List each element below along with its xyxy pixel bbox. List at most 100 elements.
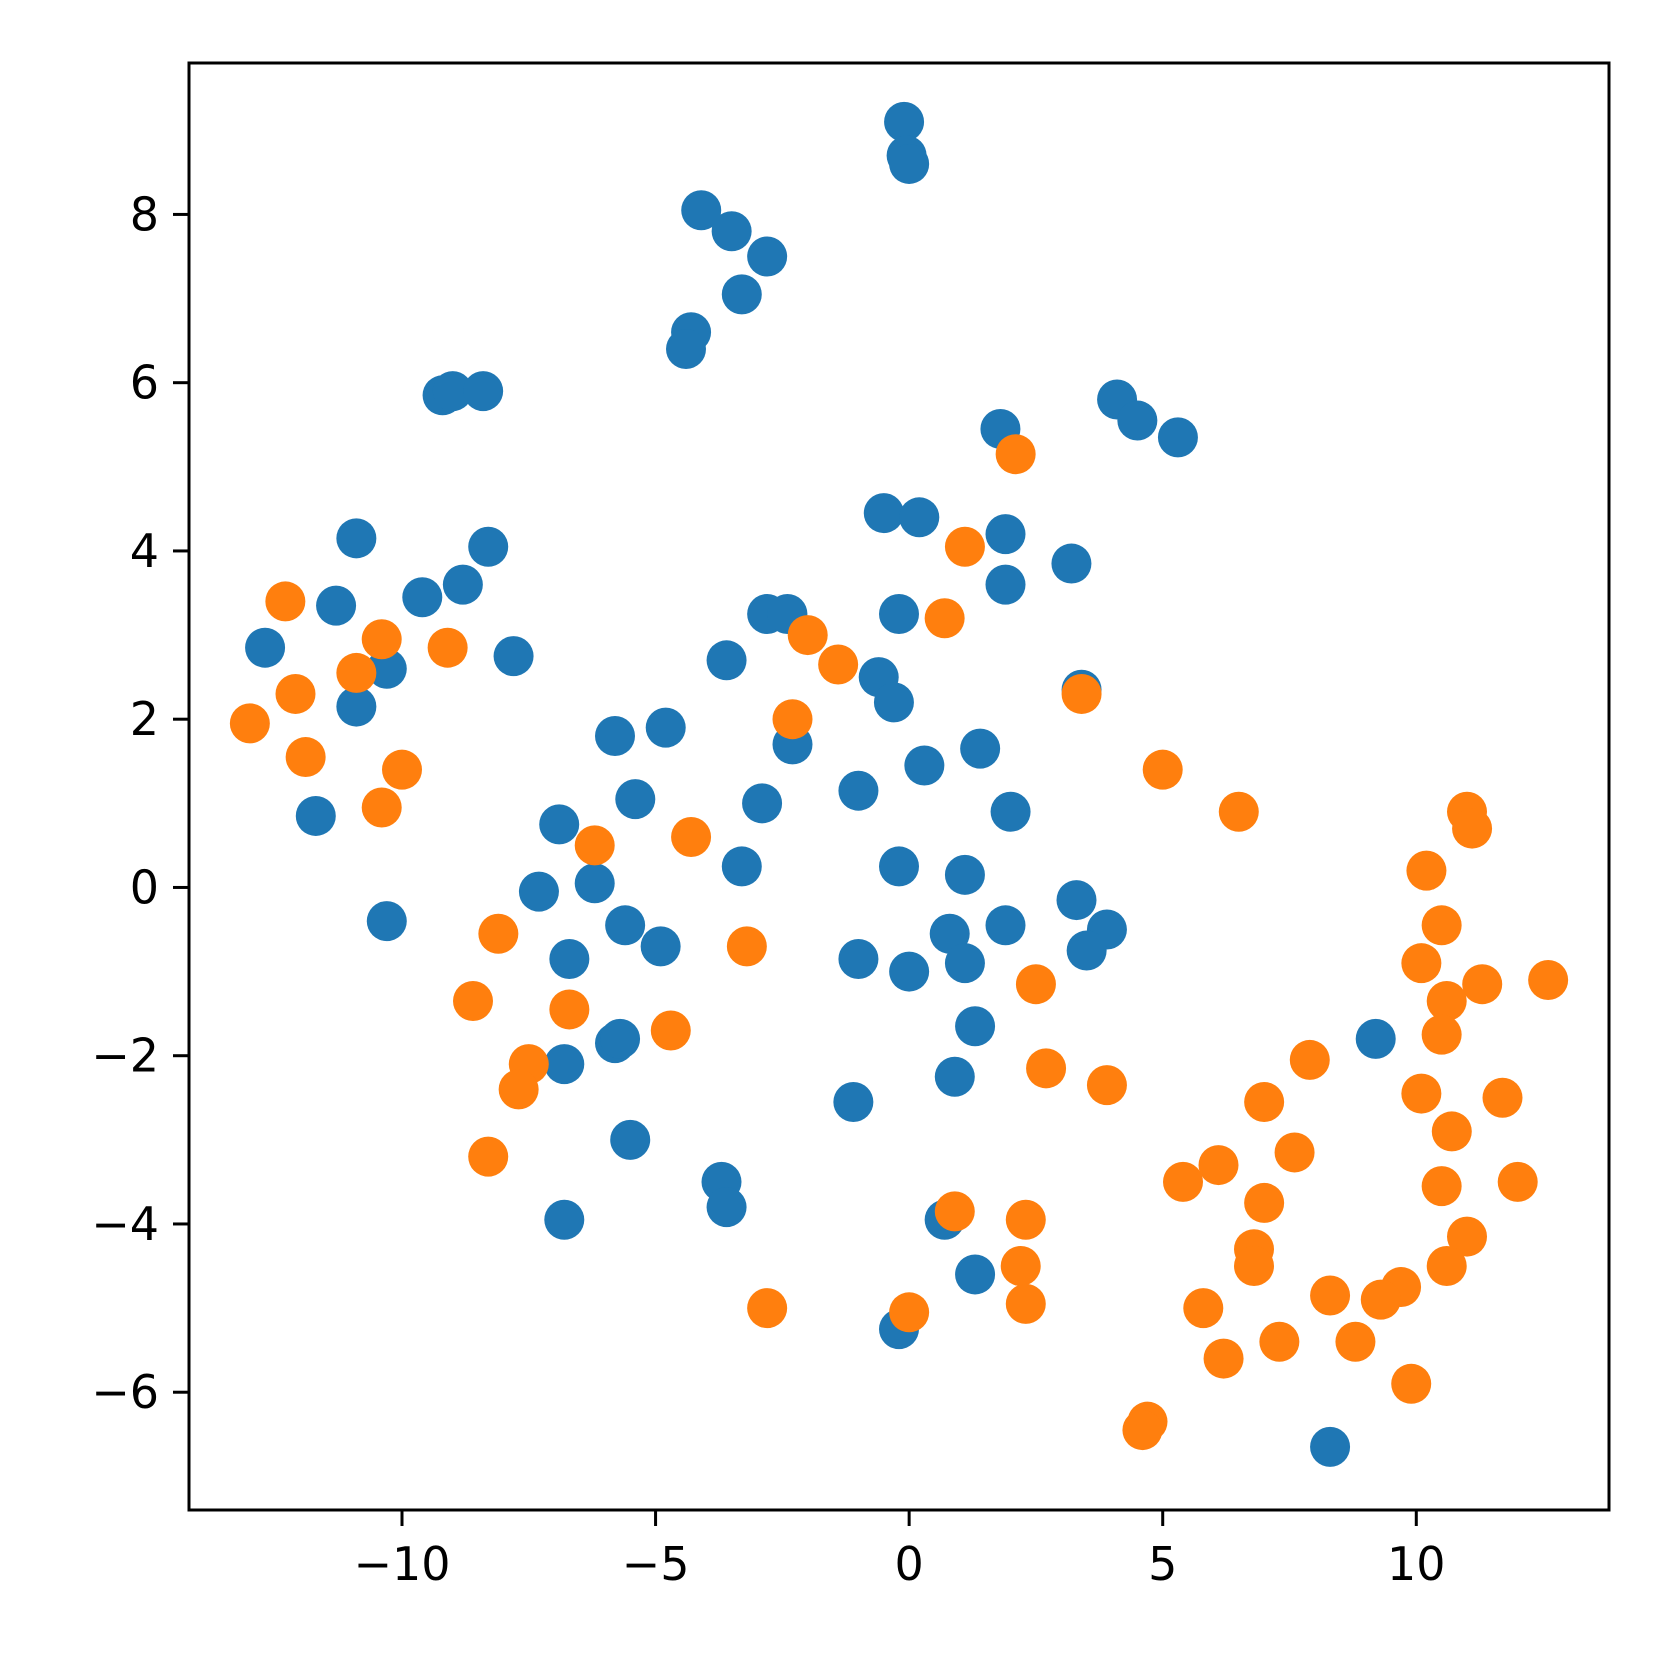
data-point-series-2 [1086,1065,1127,1106]
data-point-series-2 [1203,1338,1244,1379]
data-point-series-1 [955,1254,996,1295]
data-point-series-1 [605,905,646,946]
data-point-series-2 [1183,1288,1224,1329]
data-point-series-1 [666,329,706,370]
data-point-series-1 [600,1018,641,1059]
data-point-series-2 [1447,1216,1487,1257]
data-point-series-1 [929,913,970,954]
data-point-series-2 [1163,1161,1203,1202]
data-point-series-2 [1426,1246,1467,1287]
data-point-series-2 [889,1292,930,1333]
y-tick-label: −6 [91,1365,159,1419]
data-point-series-1 [336,686,377,727]
data-point-series-1 [1355,1018,1396,1059]
data-point-series-1 [889,143,930,184]
data-point-series-2 [726,926,767,967]
data-point-series-1 [879,846,919,887]
x-tick-label: 0 [895,1537,924,1591]
data-point-series-1 [873,682,914,723]
data-point-series-1 [747,236,788,277]
data-point-series-1 [985,514,1026,555]
data-point-series-2 [1335,1321,1376,1362]
data-point-series-1 [706,1187,747,1228]
data-point-series-2 [478,913,519,954]
data-point-series-2 [671,816,712,857]
data-point-series-1 [1066,930,1107,971]
data-point-series-1 [721,274,762,315]
y-axis: −6 −4 −2 0 2 4 6 8 [91,187,189,1419]
data-point-series-2 [1198,1145,1239,1186]
data-point-series-2 [453,981,493,1022]
data-point-series-1 [711,211,752,252]
data-point-series-2 [944,526,985,567]
data-point-series-2 [1421,905,1462,946]
data-point-series-1 [706,640,747,681]
data-point-series-1 [934,1056,975,1097]
data-point-series-1 [985,564,1026,605]
data-point-series-2 [1462,964,1503,1005]
data-point-series-2 [1142,749,1183,790]
data-point-series-1 [645,707,686,748]
data-point-series-2 [1482,1077,1523,1118]
data-point-series-2 [1406,850,1447,891]
data-point-series-2 [1310,1275,1351,1316]
data-point-series-2 [934,1191,975,1232]
y-tick-label: 4 [130,524,159,578]
data-point-series-2 [1218,791,1259,832]
data-point-series-1 [544,1044,585,1085]
data-point-series-2 [1391,1363,1432,1404]
data-point-series-1 [960,728,1001,769]
data-point-series-1 [336,518,377,559]
data-point-series-2 [1005,1199,1046,1240]
data-point-series-1 [366,648,407,689]
data-point-series-2 [1289,1039,1330,1080]
data-point-series-1 [1157,417,1198,458]
data-point-series-2 [468,1136,509,1177]
data-point-series-2 [1005,1283,1046,1324]
data-point-series-2 [1401,943,1442,984]
data-point-series-1 [640,926,681,967]
data-point-series-2 [1401,1073,1442,1114]
data-point-series-1 [295,795,336,836]
data-point-series-2 [772,699,813,740]
data-point-series-2 [995,434,1036,475]
x-tick-label: −5 [622,1537,690,1591]
data-point-series-1 [518,871,559,912]
data-point-series-1 [402,577,443,618]
data-point-series-2 [1528,959,1569,1000]
data-point-series-1 [1056,880,1097,921]
data-point-series-2 [498,1069,539,1110]
data-point-series-2 [1421,1166,1462,1207]
data-point-series-1 [549,938,590,979]
data-point-series-1 [615,779,656,820]
data-point-series-2 [924,598,965,639]
data-point-series-2 [265,581,306,622]
data-point-series-2 [549,989,590,1030]
x-tick-label: 5 [1148,1537,1177,1591]
data-point-series-2 [1452,808,1493,849]
data-point-series-1 [493,636,534,677]
data-point-series-2 [1026,1048,1067,1089]
points-layer [229,101,1569,1467]
data-point-series-2 [1244,1182,1285,1223]
data-point-series-1 [742,783,783,824]
y-tick-label: 6 [130,356,159,410]
data-point-series-1 [990,791,1031,832]
data-point-series-1 [610,1119,651,1160]
data-point-series-2 [1234,1246,1274,1287]
data-point-series-1 [463,371,504,412]
data-point-series-1 [889,951,930,992]
data-point-series-2 [1426,981,1467,1022]
data-point-series-1 [904,745,945,786]
data-point-series-1 [366,901,407,942]
data-point-series-2 [787,615,828,656]
data-point-series-1 [721,846,762,887]
data-point-series-1 [838,938,879,979]
y-tick-label: −2 [91,1029,159,1083]
data-point-series-1 [863,493,904,534]
data-point-series-2 [1244,1081,1285,1122]
x-axis: −10 −5 0 5 10 [353,1510,1446,1591]
data-point-series-2 [427,627,468,668]
data-point-series-1 [468,526,509,567]
